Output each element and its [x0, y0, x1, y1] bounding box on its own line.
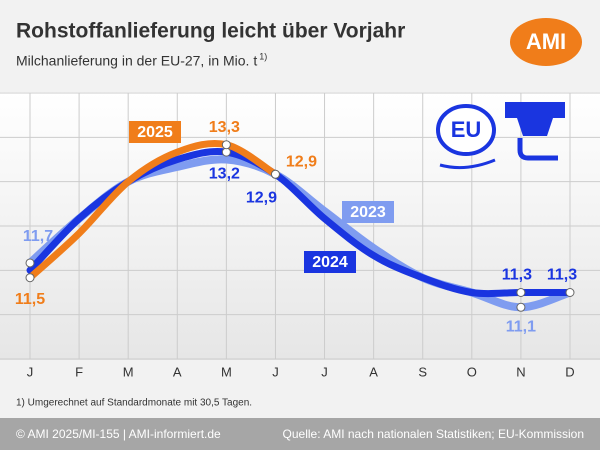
value-label: 11,7 — [23, 228, 53, 245]
x-tick-label: S — [418, 364, 427, 379]
x-tick-label: O — [467, 364, 477, 379]
point-marker — [270, 169, 280, 179]
series-label-box — [342, 201, 394, 223]
chart-subtitle: Milchanlieferung in der EU-27, in Mio. t — [16, 53, 257, 69]
x-tick-label: F — [75, 364, 83, 379]
logo-text: AMI — [526, 29, 566, 54]
chart-title: Rohstoffanlieferung leicht über Vorjahr — [16, 20, 405, 43]
eu-badge — [436, 104, 496, 156]
series-label: 2024 — [312, 254, 348, 271]
value-label: 13,2 — [209, 165, 240, 182]
x-tick-label: J — [27, 364, 34, 379]
logo — [510, 18, 582, 66]
value-label: 11,5 — [15, 291, 45, 308]
point-marker — [25, 273, 35, 283]
milk-icon — [505, 102, 565, 136]
series-label-box — [304, 251, 356, 273]
footer-right: Quelle: AMI nach nationalen Statistiken;… — [283, 427, 584, 441]
subtitle-note: 1) — [259, 51, 267, 61]
point-marker — [516, 288, 526, 297]
series-label: 2025 — [137, 124, 173, 141]
footnote: 1) Umgerechnet auf Standardmonate mit 30… — [16, 398, 252, 409]
grid — [0, 92, 600, 360]
value-label: 11,3 — [502, 267, 532, 284]
series-label-box — [129, 121, 181, 143]
x-tick-label: J — [321, 364, 328, 379]
footer — [0, 418, 600, 450]
eu-badge-text: EU — [451, 117, 482, 142]
x-tick-label: A — [173, 364, 182, 379]
x-tick-label: A — [369, 364, 378, 379]
point-marker — [565, 288, 575, 297]
x-tick-label: J — [272, 364, 279, 379]
x-tick-label: N — [516, 364, 525, 379]
value-label: 13,3 — [209, 119, 240, 136]
point-marker — [221, 140, 231, 150]
value-label: 11,3 — [547, 267, 577, 284]
x-tick-label: M — [221, 364, 232, 379]
value-label: 12,9 — [246, 189, 277, 206]
point-marker — [516, 302, 526, 312]
value-label: 12,9 — [286, 153, 317, 170]
milk-icon-pipe — [517, 138, 558, 161]
point-marker — [221, 147, 231, 157]
series-label: 2023 — [350, 204, 386, 221]
eu-swoosh — [439, 158, 496, 170]
x-tick-label: D — [565, 364, 574, 379]
footer-left: © AMI 2025/MI-155 | AMI-informiert.de — [16, 427, 221, 441]
x-tick-label: M — [123, 364, 134, 379]
point-marker — [25, 258, 35, 268]
value-label: 11,1 — [506, 318, 536, 335]
